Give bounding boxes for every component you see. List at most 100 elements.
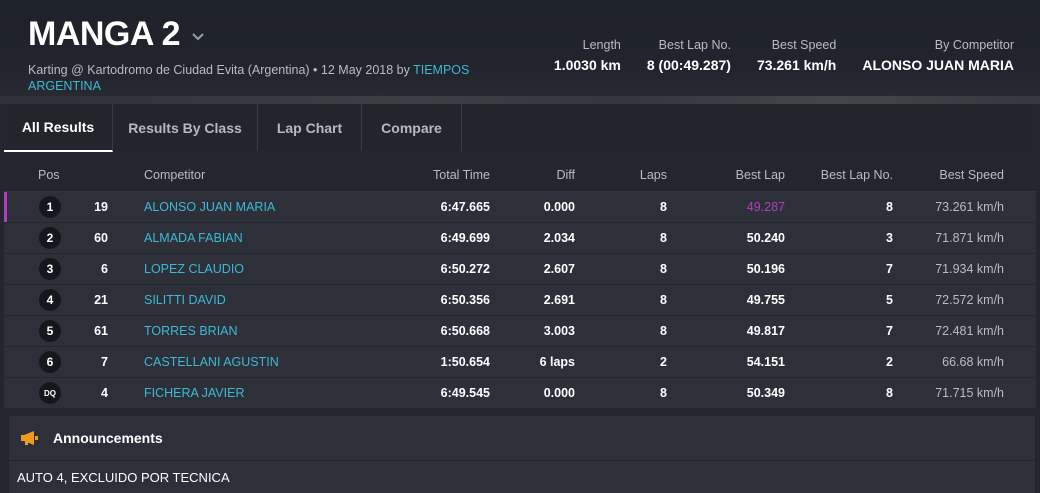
laps: 8 xyxy=(660,231,667,245)
tab-all-results[interactable]: All Results xyxy=(4,104,113,152)
total-time: 6:49.699 xyxy=(440,231,490,245)
best-speed: 72.481 km/h xyxy=(935,324,1004,338)
best-speed: 71.934 km/h xyxy=(935,262,1004,276)
kart-number: 7 xyxy=(101,355,108,369)
laps: 8 xyxy=(660,324,667,338)
best-lap-no: 5 xyxy=(886,293,893,307)
kart-number: 4 xyxy=(101,386,108,400)
tab-label: Compare xyxy=(381,119,442,136)
best-lap: 49.817 xyxy=(746,324,785,338)
diff: 2.691 xyxy=(543,293,575,307)
results-table: Pos Competitor Total Time Diff Laps Best… xyxy=(4,158,1036,409)
position-badge: 4 xyxy=(39,289,61,311)
col-laps[interactable]: Laps xyxy=(639,167,667,182)
stat-best-lap-no: Best Lap No. 8 (00:49.287) xyxy=(647,37,731,75)
kart-number: 6 xyxy=(101,262,108,276)
table-header: Pos Competitor Total Time Diff Laps Best… xyxy=(4,158,1036,192)
laps: 8 xyxy=(660,386,667,400)
kart-number: 19 xyxy=(94,200,108,214)
announcements-panel: Announcements AUTO 4, EXCLUIDO POR TECNI… xyxy=(9,416,1035,493)
page-title: MANGA 2 xyxy=(28,15,181,53)
table-row[interactable]: 6 7 CASTELLANI AGUSTIN 1:50.654 6 laps 2… xyxy=(4,347,1036,378)
total-time: 6:49.545 xyxy=(440,386,490,400)
tab-label: Lap Chart xyxy=(276,119,343,136)
competitor-link[interactable]: TORRES BRIAN xyxy=(144,324,238,338)
diff: 0.000 xyxy=(543,200,575,214)
laps: 8 xyxy=(660,262,667,276)
tab-lap-chart[interactable]: Lap Chart xyxy=(258,104,362,151)
best-lap-no: 8 xyxy=(886,386,893,400)
col-total-time[interactable]: Total Time xyxy=(433,167,490,182)
tab-compare[interactable]: Compare xyxy=(362,104,462,151)
stat-label: Best Speed xyxy=(771,38,837,52)
competitor-link[interactable]: SILITTI DAVID xyxy=(144,293,226,307)
col-best-lap[interactable]: Best Lap xyxy=(735,167,785,182)
event-header: MANGA 2 Karting @ Kartodromo de Ciudad E… xyxy=(0,0,1040,104)
table-row[interactable]: 1 19 ALONSO JUAN MARIA 6:47.665 0.000 8 … xyxy=(4,192,1036,223)
table-row[interactable]: DQ 4 FICHERA JAVIER 6:49.545 0.000 8 50.… xyxy=(4,378,1036,409)
col-pos[interactable]: Pos xyxy=(38,167,60,182)
total-time: 1:50.654 xyxy=(440,355,490,369)
col-competitor[interactable]: Competitor xyxy=(144,167,206,182)
organizer-link[interactable]: TIEMPOS ARGENTINA xyxy=(28,63,470,93)
best-speed: 71.871 km/h xyxy=(935,231,1004,245)
best-speed: 73.261 km/h xyxy=(935,200,1004,214)
tab-label: Results By Class xyxy=(128,119,242,136)
announcement-text: AUTO 4, EXCLUIDO POR TECNICA xyxy=(17,470,230,485)
stat-label: Best Lap No. xyxy=(658,38,731,52)
stat-by-competitor: By Competitor ALONSO JUAN MARIA xyxy=(862,37,1014,75)
diff: 3.003 xyxy=(543,324,575,338)
diff: 6 laps xyxy=(539,355,575,369)
best-lap-no: 7 xyxy=(886,324,893,338)
best-lap: 50.196 xyxy=(746,262,785,276)
chevron-down-icon[interactable] xyxy=(190,28,206,44)
col-best-lap-no[interactable]: Best Lap No. xyxy=(820,167,893,182)
total-time: 6:50.272 xyxy=(440,262,490,276)
stat-value: 73.261 km/h xyxy=(756,57,837,73)
tab-results-by-class[interactable]: Results By Class xyxy=(113,104,258,151)
col-diff[interactable]: Diff xyxy=(556,167,575,182)
kart-number: 61 xyxy=(94,324,108,338)
best-speed: 71.715 km/h xyxy=(935,386,1004,400)
position-badge: 5 xyxy=(39,320,61,342)
competitor-link[interactable]: ALONSO JUAN MARIA xyxy=(144,200,276,214)
kart-number: 21 xyxy=(94,293,108,307)
best-lap-no: 8 xyxy=(886,200,893,214)
best-lap: 49.287 xyxy=(746,200,785,214)
megaphone-icon xyxy=(21,431,38,445)
laps: 8 xyxy=(660,200,667,214)
table-row[interactable]: 3 6 LOPEZ CLAUDIO 6:50.272 2.607 8 50.19… xyxy=(4,254,1036,285)
kart-number: 60 xyxy=(94,231,108,245)
total-time: 6:50.668 xyxy=(440,324,490,338)
best-lap: 50.240 xyxy=(746,231,785,245)
best-speed: 66.68 km/h xyxy=(942,355,1004,369)
best-lap: 50.349 xyxy=(746,386,785,400)
competitor-link[interactable]: FICHERA JAVIER xyxy=(144,386,245,400)
table-row[interactable]: 5 61 TORRES BRIAN 6:50.668 3.003 8 49.81… xyxy=(4,316,1036,347)
best-lap-no: 3 xyxy=(886,231,893,245)
competitor-link[interactable]: LOPEZ CLAUDIO xyxy=(144,262,245,276)
competitor-link[interactable]: ALMADA FABIAN xyxy=(144,231,243,245)
stat-label: Length xyxy=(582,38,621,52)
position-badge: DQ xyxy=(39,382,61,404)
stat-label: By Competitor xyxy=(934,38,1014,52)
event-stats: Length 1.0030 km Best Lap No. 8 (00:49.2… xyxy=(528,37,1014,75)
competitor-link[interactable]: CASTELLANI AGUSTIN xyxy=(144,355,279,369)
table-row[interactable]: 2 60 ALMADA FABIAN 6:49.699 2.034 8 50.2… xyxy=(4,223,1036,254)
position-badge: 2 xyxy=(39,227,61,249)
stat-value: 1.0030 km xyxy=(553,57,621,73)
col-best-speed[interactable]: Best Speed xyxy=(939,167,1004,182)
total-time: 6:50.356 xyxy=(440,293,490,307)
stat-value: ALONSO JUAN MARIA xyxy=(862,57,1014,73)
position-badge: 3 xyxy=(39,258,61,280)
total-time: 6:47.665 xyxy=(440,200,490,214)
position-badge: 1 xyxy=(39,196,61,218)
results-tabs: All Results Results By Class Lap Chart C… xyxy=(4,104,1036,152)
title-row[interactable]: MANGA 2 xyxy=(28,14,206,54)
table-row[interactable]: 4 21 SILITTI DAVID 6:50.356 2.691 8 49.7… xyxy=(4,285,1036,316)
announcements-header: Announcements xyxy=(9,416,1035,461)
best-lap: 54.151 xyxy=(746,355,785,369)
position-badge: 6 xyxy=(39,351,61,373)
stat-best-speed: Best Speed 73.261 km/h xyxy=(757,37,836,75)
event-subtitle: Karting @ Kartodromo de Ciudad Evita (Ar… xyxy=(28,62,508,94)
